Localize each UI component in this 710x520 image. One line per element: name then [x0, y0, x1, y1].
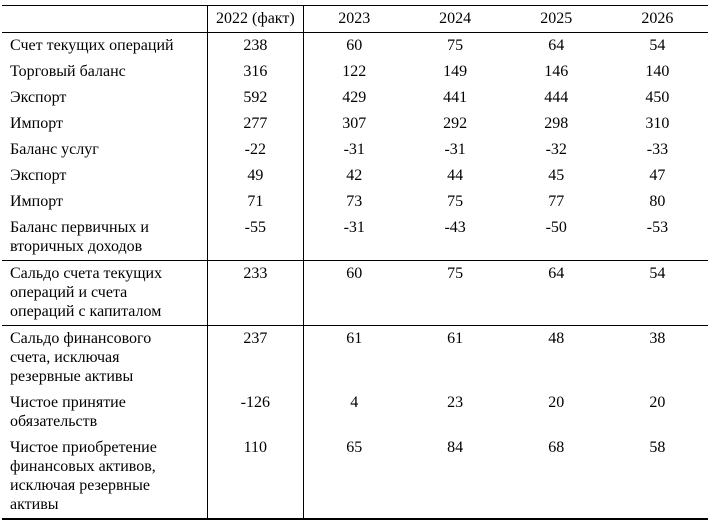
- table-row: Импорт 71 73 75 77 80: [2, 189, 708, 215]
- row-label: Торговый баланс: [2, 59, 208, 85]
- cell-2025: -32: [545, 141, 567, 158]
- cell-2024: 61: [447, 330, 464, 347]
- row-label: Чистое приобретение финансовых активов, …: [2, 435, 208, 519]
- row-label: Сальдо финансового счета, исключая резер…: [2, 325, 208, 390]
- table-row: Сальдо финансового счета, исключая резер…: [2, 325, 708, 390]
- cell-2022: 277: [207, 111, 304, 137]
- cell-2026: -53: [646, 219, 669, 236]
- cell-2026: 450: [645, 89, 670, 106]
- cell-2025: 444: [544, 89, 569, 106]
- table-row: Баланс услуг -22 -31 -31 -32 -33: [2, 137, 708, 163]
- cell-2023: 65: [346, 439, 363, 456]
- table-row: Экспорт 49 42 44 45 47: [2, 163, 708, 189]
- cell-2023: 429: [342, 89, 367, 106]
- cell-2024: 23: [447, 394, 464, 411]
- header-row: 2022 (факт) 2023 2024 2025 2026: [2, 5, 708, 33]
- cell-2022: 110: [207, 435, 304, 519]
- cell-2022: 233: [207, 260, 304, 326]
- cell-2026: 47: [649, 167, 666, 184]
- cell-2024: -31: [444, 141, 466, 158]
- cell-2025: 20: [548, 394, 565, 411]
- table-body: Счет текущих операций 238 60 75 64 54 То…: [2, 32, 708, 519]
- cell-2023: 122: [342, 63, 367, 80]
- cell-2022: 237: [207, 325, 304, 390]
- cell-2026: 140: [645, 63, 670, 80]
- table-row: Чистое принятие обязательств -126 4 23 2…: [2, 390, 708, 435]
- cell-2024: 441: [443, 89, 468, 106]
- cell-2024: 75: [447, 193, 464, 210]
- cell-2025: 146: [544, 63, 569, 80]
- header-year-2026: 2026: [641, 10, 674, 27]
- cell-2026: 20: [649, 394, 666, 411]
- cell-2025: 298: [544, 115, 569, 132]
- cell-2026: 54: [649, 37, 666, 54]
- row-label: Импорт: [2, 111, 208, 137]
- row-label: Импорт: [2, 189, 208, 215]
- cell-2026: 54: [649, 265, 666, 282]
- cell-2024: 84: [447, 439, 464, 456]
- table-row: Сальдо счета текущих операций и счета оп…: [2, 260, 708, 326]
- balance-of-payments-table: 2022 (факт) 2023 2024 2025 2026 Счет тек…: [2, 5, 708, 520]
- row-label: Баланс первичных и вторичных доходов: [2, 215, 208, 261]
- cell-2024: 292: [443, 115, 468, 132]
- header-year-2023: 2023: [338, 10, 371, 27]
- cell-2026: 38: [649, 330, 666, 347]
- cell-2023: 60: [346, 265, 363, 282]
- cell-2025: 68: [548, 439, 565, 456]
- header-year-2025: 2025: [540, 10, 573, 27]
- cell-2024: 44: [447, 167, 464, 184]
- header-year-2022: 2022 (факт): [207, 5, 304, 33]
- header-year-2024: 2024: [439, 10, 472, 27]
- cell-2025: 48: [548, 330, 565, 347]
- cell-2022: -55: [207, 215, 304, 261]
- table-row: Баланс первичных и вторичных доходов -55…: [2, 215, 708, 261]
- table-row: Экспорт 592 429 441 444 450: [2, 85, 708, 111]
- cell-2024: 75: [447, 37, 464, 54]
- table-row: Торговый баланс 316 122 149 146 140: [2, 59, 708, 85]
- cell-2022: 316: [207, 59, 304, 85]
- cell-2023: -31: [343, 141, 365, 158]
- cell-2023: 4: [350, 394, 359, 411]
- cell-2025: 77: [548, 193, 565, 210]
- cell-2023: 61: [346, 330, 363, 347]
- cell-2024: 149: [443, 63, 468, 80]
- row-label: Чистое принятие обязательств: [2, 390, 208, 435]
- cell-2022: -126: [207, 390, 304, 435]
- cell-2023: 42: [346, 167, 363, 184]
- cell-2025: 64: [548, 37, 565, 54]
- table-row: Счет текущих операций 238 60 75 64 54: [2, 32, 708, 59]
- cell-2024: -43: [444, 219, 466, 236]
- cell-2026: 310: [645, 115, 670, 132]
- row-label: Сальдо счета текущих операций и счета оп…: [2, 260, 208, 326]
- cell-2026: -33: [646, 141, 669, 158]
- row-label: Баланс услуг: [2, 137, 208, 163]
- cell-2022: -22: [207, 137, 304, 163]
- row-label: Экспорт: [2, 163, 208, 189]
- cell-2023: 60: [346, 37, 363, 54]
- cell-2022: 49: [207, 163, 304, 189]
- cell-2022: 238: [207, 32, 304, 59]
- cell-2025: 45: [548, 167, 565, 184]
- table-row: Импорт 277 307 292 298 310: [2, 111, 708, 137]
- cell-2022: 592: [207, 85, 304, 111]
- cell-2026: 58: [649, 439, 666, 456]
- cell-2022: 71: [207, 189, 304, 215]
- cell-2025: 64: [548, 265, 565, 282]
- row-label: Экспорт: [2, 85, 208, 111]
- cell-2023: -31: [343, 219, 365, 236]
- header-empty-cell: [2, 5, 208, 33]
- cell-2025: -50: [545, 219, 567, 236]
- cell-2024: 75: [447, 265, 464, 282]
- cell-2023: 307: [342, 115, 367, 132]
- row-label: Счет текущих операций: [2, 32, 208, 59]
- cell-2023: 73: [346, 193, 363, 210]
- table-row: Чистое приобретение финансовых активов, …: [2, 435, 708, 519]
- cell-2026: 80: [649, 193, 666, 210]
